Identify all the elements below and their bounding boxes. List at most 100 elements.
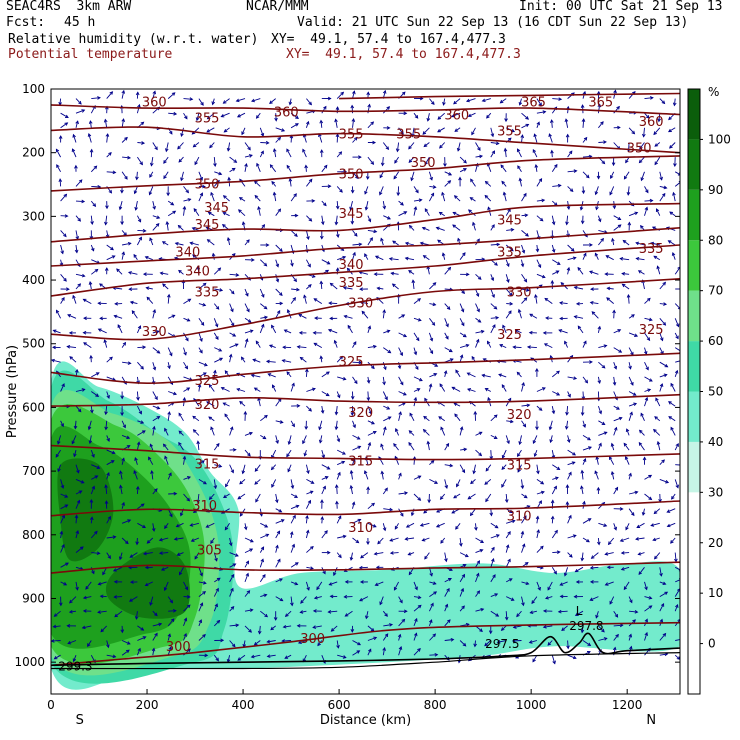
wind-arrow-head	[329, 282, 334, 287]
wind-arrow	[635, 241, 645, 246]
wind-arrow	[589, 596, 599, 601]
wind-arrow-head	[459, 542, 463, 547]
wind-arrow-shaft	[567, 92, 575, 99]
wind-arrow-shaft	[490, 522, 499, 529]
wind-arrow	[582, 136, 588, 143]
wind-arrow	[505, 558, 511, 568]
wind-arrow-head	[586, 538, 590, 543]
wind-arrow-shaft	[260, 316, 268, 319]
wind-arrow-head	[210, 191, 214, 196]
wind-arrow	[503, 147, 508, 158]
wind-arrow	[129, 580, 138, 584]
wind-arrow	[643, 347, 648, 355]
wind-arrow-shaft	[581, 552, 584, 561]
theta-contour-365	[339, 92, 680, 100]
wind-arrow-head	[508, 578, 513, 582]
wind-arrow-head	[559, 582, 564, 586]
wind-arrow-head	[215, 336, 219, 340]
wind-arrow	[520, 479, 525, 490]
wind-arrow-shaft	[244, 573, 249, 583]
wind-arrow-head	[660, 337, 664, 342]
wind-arrow	[334, 484, 339, 495]
wind-arrow-head	[553, 485, 557, 490]
wind-arrow-head	[160, 567, 165, 571]
wind-arrow-shaft	[517, 165, 522, 173]
wind-arrow-head	[192, 415, 196, 420]
wind-arrow-head	[261, 293, 265, 298]
wind-arrow-head	[388, 257, 393, 261]
wind-arrow-head	[448, 578, 452, 582]
wind-arrow-shaft	[668, 127, 676, 132]
wind-arrow-head	[400, 202, 404, 206]
wind-arrow	[335, 500, 339, 509]
wind-arrow-head	[671, 495, 675, 500]
wind-arrow	[59, 530, 64, 539]
wind-arrow-head	[206, 115, 211, 120]
wind-arrow-head	[111, 450, 116, 455]
wind-arrow-shaft	[582, 171, 590, 179]
wind-arrow-shaft	[536, 122, 540, 128]
wind-arrow-head	[419, 241, 424, 246]
wind-arrow-head	[467, 495, 472, 500]
wind-arrow-head	[484, 180, 489, 185]
wind-arrow-shaft	[505, 288, 513, 296]
wind-arrow	[657, 113, 661, 123]
wind-arrow	[377, 537, 384, 545]
wind-arrow-shaft	[106, 472, 110, 480]
wind-arrow-head	[275, 263, 280, 268]
wind-arrow	[534, 293, 538, 304]
wind-arrow-head	[358, 155, 362, 159]
wind-arrow-shaft	[152, 91, 156, 99]
wind-arrow-shaft	[639, 142, 645, 149]
wind-arrow-shaft	[121, 519, 131, 524]
wind-arrow	[382, 309, 386, 319]
wind-arrow-head	[442, 101, 446, 106]
wind-arrow-head	[536, 121, 540, 126]
wind-arrow-head	[389, 551, 394, 555]
wind-arrow	[121, 251, 126, 260]
wind-arrow	[229, 448, 237, 452]
wind-arrow	[382, 142, 390, 151]
wind-arrow-head	[154, 612, 158, 617]
wind-arrow-shaft	[152, 200, 156, 210]
wind-arrow-shaft	[437, 127, 445, 133]
wind-arrow-shaft	[532, 654, 538, 662]
wind-arrow	[291, 404, 301, 408]
wind-arrow	[321, 550, 331, 555]
wind-arrow-shaft	[82, 625, 92, 629]
wind-arrow-head	[510, 247, 514, 252]
wind-arrow-head	[535, 515, 540, 520]
wind-arrow-head	[163, 175, 167, 180]
wind-arrow-shaft	[428, 603, 434, 612]
wind-arrow-head	[429, 337, 434, 342]
wind-arrow	[183, 347, 187, 356]
wind-arrow-head	[307, 499, 312, 504]
wind-arrow-head	[248, 154, 253, 158]
wind-arrow-head	[196, 499, 200, 504]
wind-arrow	[210, 426, 215, 436]
wind-arrow	[611, 157, 616, 167]
wind-arrow-head	[637, 552, 642, 556]
wind-arrow-head	[642, 456, 647, 461]
wind-arrow-shaft	[413, 388, 420, 392]
wind-arrow-head	[367, 441, 372, 446]
wind-arrow-shaft	[183, 332, 189, 341]
wind-arrow	[485, 493, 492, 503]
wind-arrow-head	[126, 445, 131, 449]
wind-arrow	[152, 610, 158, 617]
wind-arrow-head	[88, 440, 93, 445]
wind-arrow-shaft	[383, 215, 391, 220]
wind-arrow-shaft	[321, 516, 323, 524]
wind-arrow-head	[501, 466, 506, 471]
wind-arrow-head	[137, 103, 141, 108]
wind-arrow	[90, 485, 96, 495]
wind-arrow-head	[66, 624, 71, 628]
wind-arrow-head	[346, 267, 351, 272]
wind-arrow-head	[58, 178, 63, 182]
wind-arrow	[88, 120, 93, 128]
wind-arrow-head	[189, 241, 194, 246]
wind-arrow-shaft	[167, 294, 170, 304]
wind-arrow-shaft	[532, 149, 538, 158]
wind-arrow-head	[97, 328, 102, 332]
wind-arrow	[336, 552, 342, 559]
